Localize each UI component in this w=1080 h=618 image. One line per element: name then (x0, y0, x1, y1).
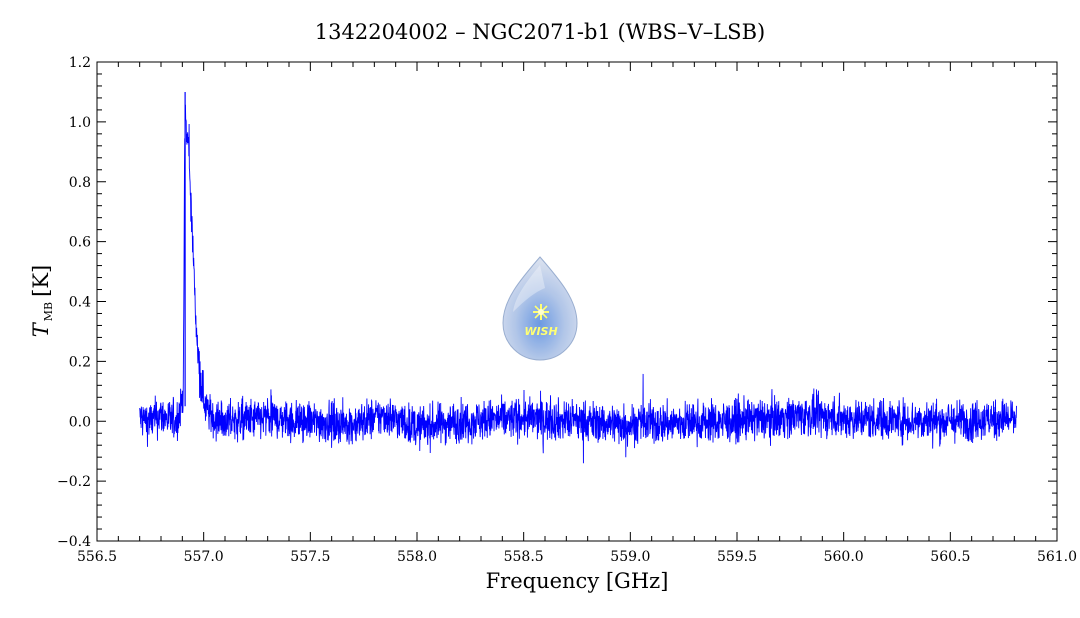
y-tick-label: 0.6 (69, 235, 91, 251)
y-tick-label: −0.2 (57, 474, 91, 490)
y-tick-label: 0.4 (69, 295, 91, 311)
chart-title: 1342204002 – NGC2071-b1 (WBS–V–LSB) (315, 20, 765, 44)
x-tick-label: 558.5 (504, 549, 544, 565)
y-tick-label: 0.2 (69, 354, 91, 370)
axis-ticks (96, 61, 1058, 542)
y-axis-symbol: T (29, 321, 53, 337)
y-tick-label: 0.0 (69, 414, 91, 430)
logo-text: WISH (524, 325, 557, 338)
x-tick-label: 559.5 (717, 549, 757, 565)
y-axis-unit: [K] (29, 265, 53, 297)
y-tick-label: 1.2 (69, 55, 91, 71)
y-tick-label: 1.0 (69, 115, 91, 131)
y-axis-subscript: MB (42, 302, 55, 321)
y-axis-label: TMB [K] (29, 265, 55, 337)
star-icon (533, 304, 549, 320)
plot-frame (96, 61, 1058, 542)
y-tick-labels: −0.4 −0.2 0.0 0.2 0.4 0.6 0.8 1.0 1.2 (57, 55, 91, 550)
x-tick-label: 559.0 (610, 549, 650, 565)
x-tick-label: 557.5 (290, 549, 330, 565)
x-tick-label: 560.5 (930, 549, 970, 565)
y-tick-label: 0.8 (69, 175, 91, 191)
x-tick-labels: 556.5 557.0 557.5 558.0 558.5 559.0 559.5 560.0… (77, 549, 1077, 565)
x-tick-label: 558.0 (397, 549, 437, 565)
x-tick-label: 557.0 (184, 549, 224, 565)
plot-area (139, 91, 1017, 464)
x-tick-label: 561.0 (1037, 549, 1077, 565)
wish-logo: WISH (502, 256, 578, 361)
y-tick-label: −0.4 (57, 534, 91, 550)
x-axis-label: Frequency [GHz] (486, 569, 669, 593)
spectrum-line (139, 104, 1017, 464)
x-tick-label: 556.5 (77, 549, 117, 565)
x-tick-label: 560.0 (824, 549, 864, 565)
